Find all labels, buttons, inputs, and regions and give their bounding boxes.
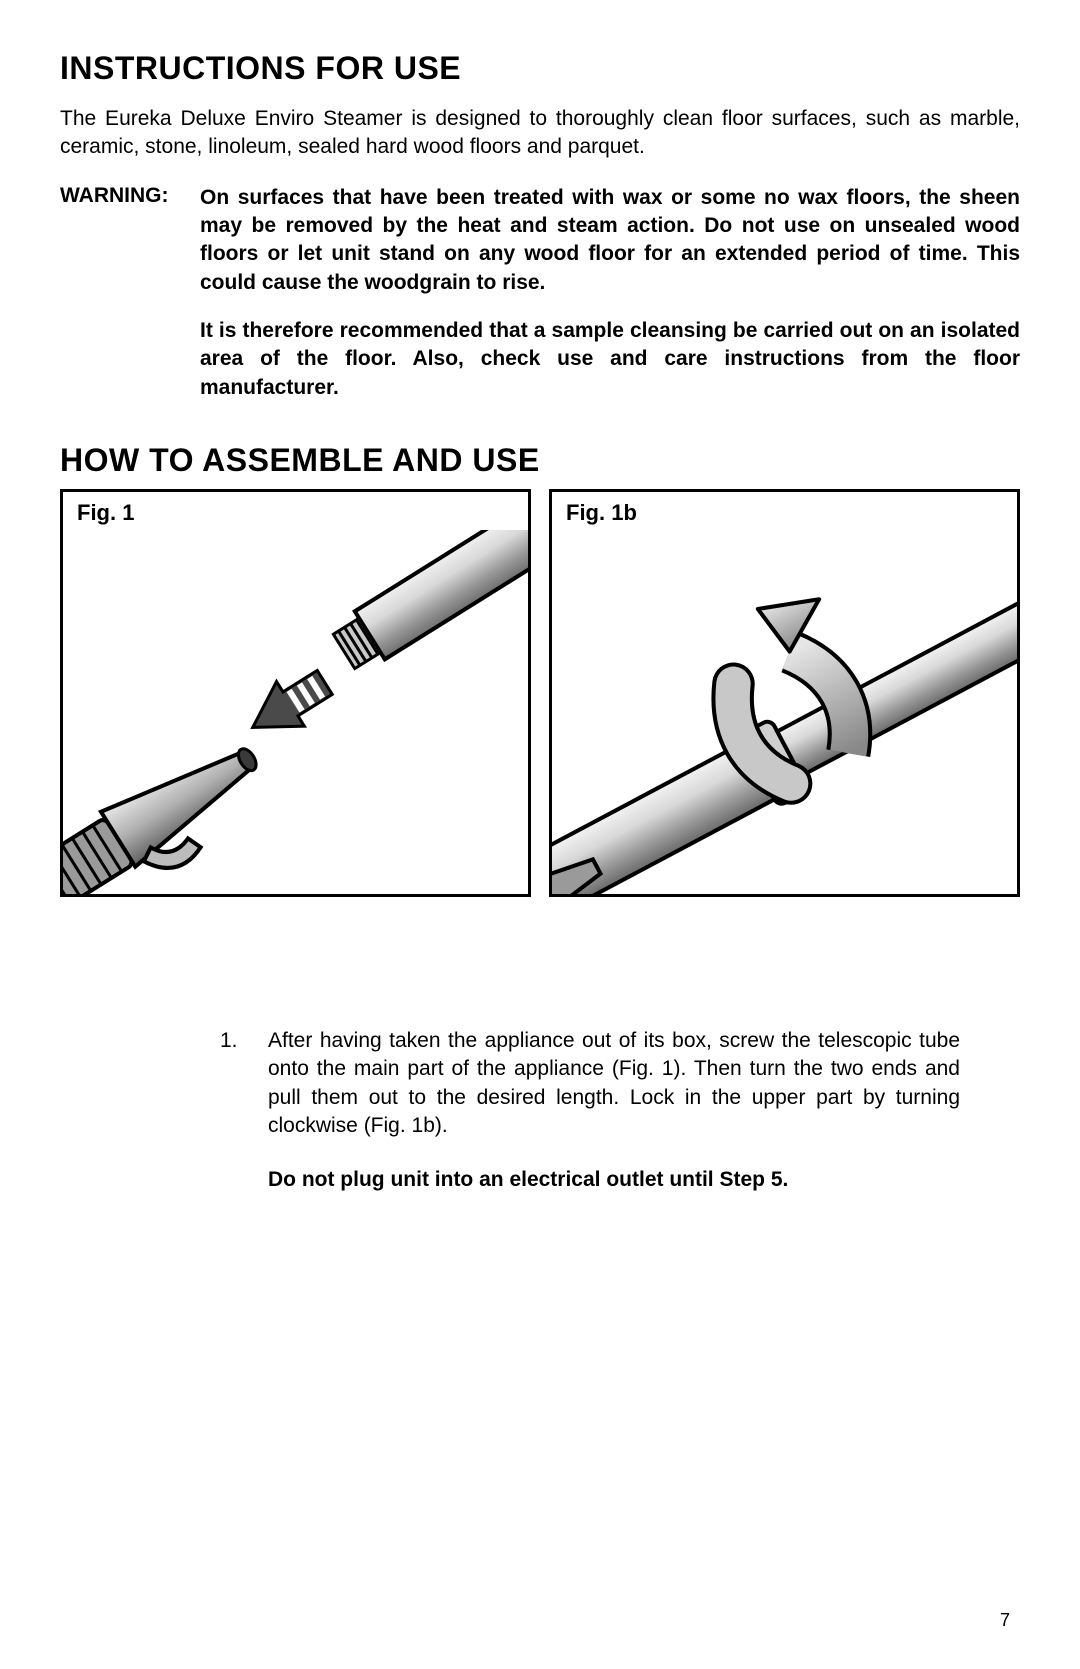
page-number: 7 bbox=[1000, 1610, 1010, 1631]
warning-body: On surfaces that have been treated with … bbox=[200, 184, 1020, 402]
step-1-number: 1. bbox=[220, 1027, 250, 1140]
step-1-warning: Do not plug unit into an electrical outl… bbox=[268, 1168, 960, 1192]
figure-1b-image bbox=[552, 530, 1017, 894]
warning-paragraph-2: It is therefore recommended that a sampl… bbox=[200, 317, 1020, 402]
figure-1-panel: Fig. 1 bbox=[60, 489, 531, 897]
figure-1b-panel: Fig. 1b bbox=[549, 489, 1020, 897]
warning-paragraph-1: On surfaces that have been treated with … bbox=[200, 184, 1020, 297]
warning-label: WARNING: bbox=[60, 184, 200, 402]
step-1-text: After having taken the appliance out of … bbox=[268, 1027, 960, 1140]
figure-1-image bbox=[63, 530, 528, 894]
section-heading-instructions: INSTRUCTIONS FOR USE bbox=[60, 50, 1020, 87]
intro-paragraph: The Eureka Deluxe Enviro Steamer is desi… bbox=[60, 105, 1020, 162]
figure-1-caption: Fig. 1 bbox=[63, 492, 528, 530]
step-1: 1. After having taken the appliance out … bbox=[220, 1027, 960, 1140]
warning-block: WARNING: On surfaces that have been trea… bbox=[60, 184, 1020, 402]
assembly-steps: 1. After having taken the appliance out … bbox=[220, 1027, 960, 1192]
section-heading-assemble: HOW TO ASSEMBLE AND USE bbox=[60, 442, 1020, 479]
figure-row: Fig. 1 bbox=[60, 489, 1020, 897]
figure-1b-caption: Fig. 1b bbox=[552, 492, 1017, 530]
